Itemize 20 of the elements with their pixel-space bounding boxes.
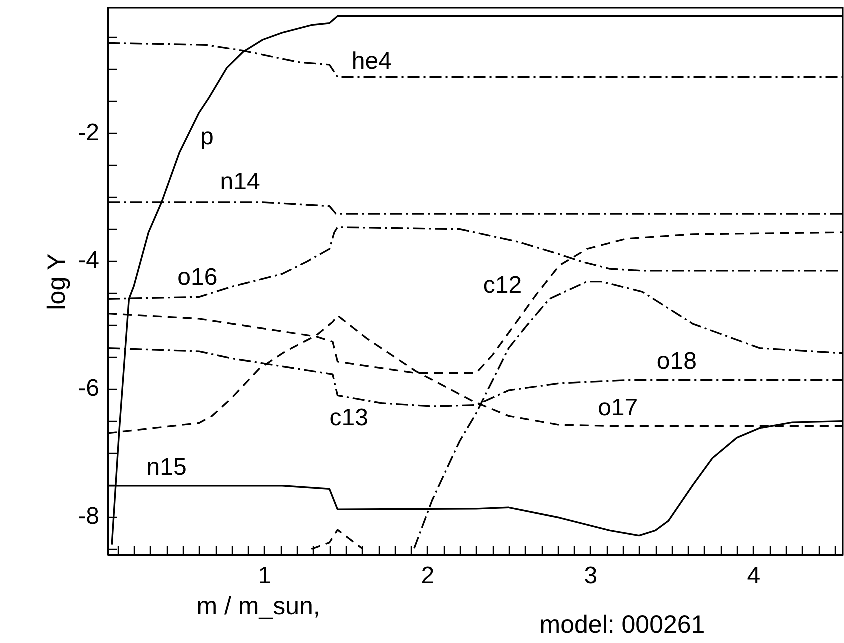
y-tick-label: -8 <box>78 503 100 530</box>
annotation: he4 <box>352 48 392 76</box>
annotation: c13 <box>330 404 368 432</box>
x-tick-label: 4 <box>747 562 761 590</box>
annotation: o17 <box>598 394 638 422</box>
annotation: o18 <box>656 348 697 375</box>
x-tick-label: 1 <box>258 562 272 590</box>
y-axis-title: log Y <box>43 253 72 310</box>
annotation: c12 <box>483 272 522 299</box>
x-tick-label: 3 <box>584 562 598 590</box>
y-tick-label: -6 <box>78 375 100 402</box>
x-tick-label: 2 <box>421 562 435 590</box>
annotation: n15 <box>146 454 187 482</box>
annotation: n14 <box>220 168 260 196</box>
y-tick-label: -2 <box>78 119 100 146</box>
text: model: 000261 <box>540 611 706 639</box>
x-axis-title: m / m_sun, <box>196 592 320 620</box>
y-tick-label: -4 <box>78 247 100 274</box>
annotation: p <box>200 124 214 151</box>
annotation: o16 <box>178 264 218 292</box>
